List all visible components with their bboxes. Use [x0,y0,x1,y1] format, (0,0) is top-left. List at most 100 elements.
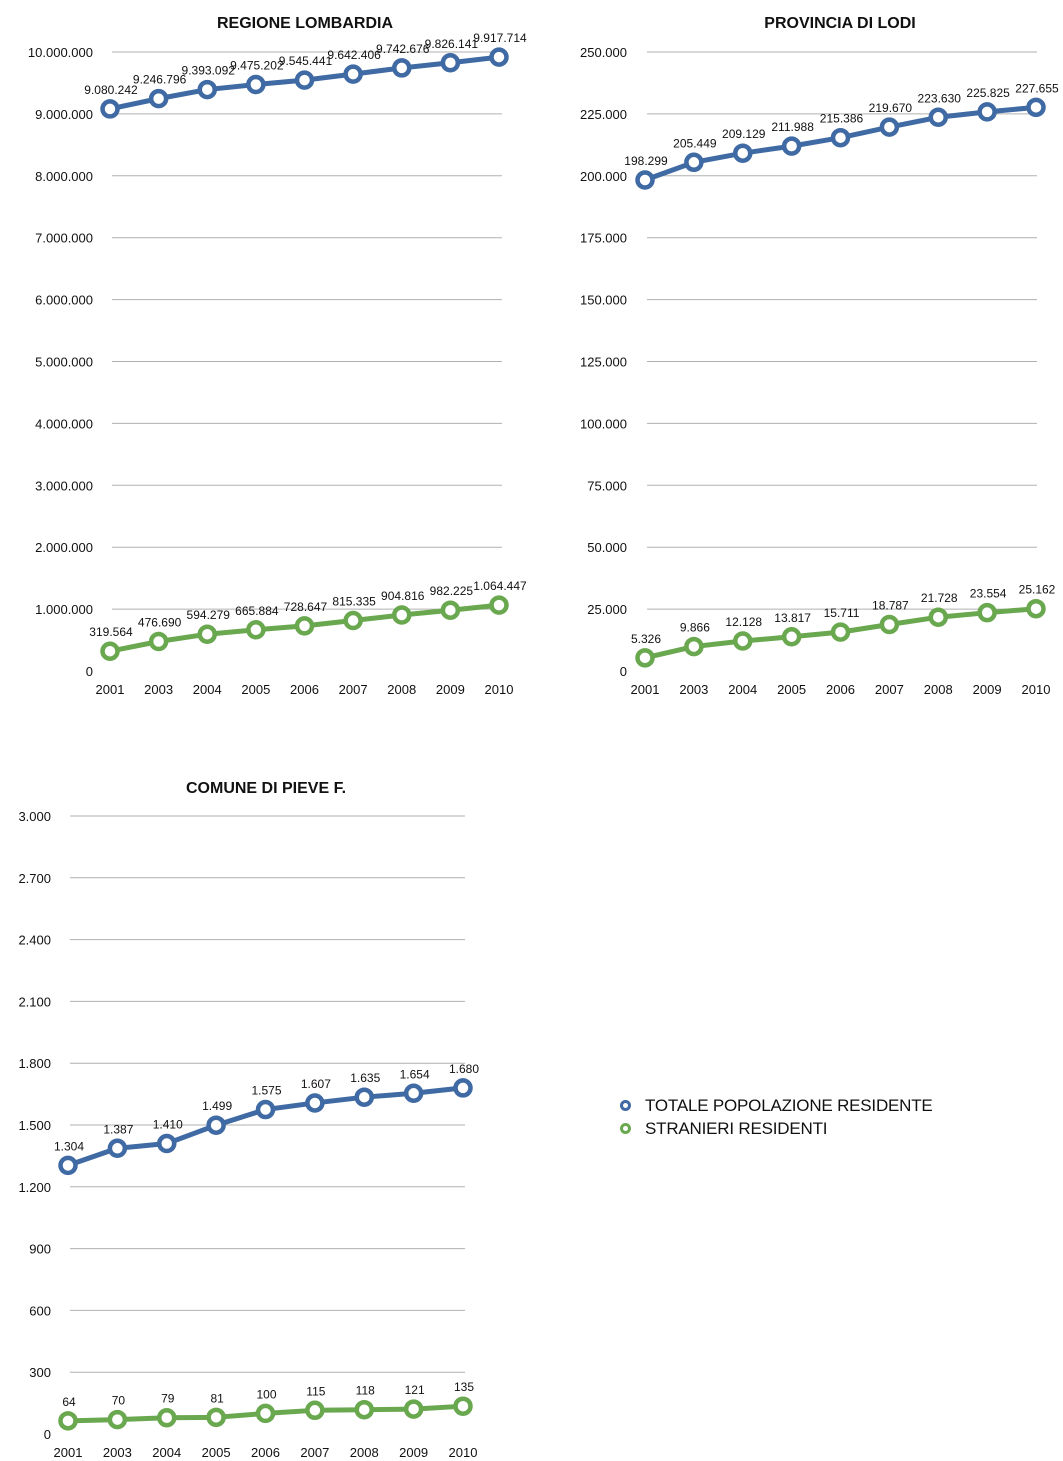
y-tick-label: 100.000 [580,416,627,431]
data-point [635,648,655,668]
data-label: 665.884 [235,604,279,618]
y-tick-label: 2.700 [18,871,51,886]
data-label: 225.825 [966,86,1010,100]
data-label: 1.575 [251,1084,281,1098]
x-tick-label: 2004 [152,1445,181,1460]
x-tick-label: 2001 [96,682,125,697]
x-tick-label: 2010 [1022,682,1051,697]
data-point [58,1411,78,1431]
data-label: 815.335 [332,595,376,609]
data-point [100,641,120,661]
data-point [879,614,900,635]
y-tick-label: 75.000 [587,478,627,493]
data-point [977,602,997,623]
y-tick-label: 150.000 [580,293,627,308]
data-label: 728.647 [284,600,328,614]
data-label: 5.326 [631,632,661,646]
y-tick-label: 9.000.000 [35,107,93,122]
y-tick-label: 5.000.000 [35,355,93,370]
x-tick-label: 2009 [399,1445,428,1460]
y-tick-label: 250.000 [580,45,627,60]
data-label: 319.564 [89,625,133,639]
y-tick-label: 3.000 [18,809,51,824]
data-label: 223.630 [918,91,962,105]
data-point [684,152,704,173]
data-label: 64 [62,1395,76,1409]
data-point [343,610,363,631]
x-tick-label: 2005 [202,1445,231,1460]
data-label: 9.393.092 [182,64,236,78]
x-tick-label: 2004 [193,682,222,697]
data-label: 9.080.242 [84,83,138,97]
data-label: 904.816 [381,589,425,603]
x-tick-label: 2007 [339,682,368,697]
x-tick-label: 2010 [485,682,514,697]
data-point [830,622,851,642]
data-point [1026,97,1046,118]
data-label: 1.410 [153,1118,183,1132]
data-point [830,127,851,148]
data-point [305,1400,325,1421]
data-point [197,624,217,644]
y-tick-label: 2.400 [18,933,51,948]
data-label: 115 [306,1384,325,1398]
data-point [879,117,900,137]
data-point [107,1409,128,1430]
y-tick-label: 2.000.000 [35,540,93,555]
x-tick-label: 2006 [251,1445,280,1460]
y-tick-label: 0 [86,664,93,679]
data-point [635,170,655,190]
data-label: 1.499 [202,1099,232,1113]
y-tick-label: 8.000.000 [35,169,93,184]
data-label: 121 [405,1383,425,1397]
data-label: 1.064.447 [473,579,527,593]
x-tick-label: 2006 [826,682,855,697]
data-point [294,616,315,636]
chart-3: COMUNE DI PIEVE F.03006009001.2001.5001.… [18,780,479,1460]
data-label: 594.279 [187,608,231,622]
data-point [305,1093,325,1113]
data-point [403,1083,424,1104]
x-tick-label: 2004 [728,682,757,697]
data-point [354,1087,374,1107]
y-tick-label: 7.000.000 [35,231,93,246]
data-label: 9.642.406 [327,48,381,62]
data-point [928,107,948,128]
data-label: 476.690 [138,615,182,629]
y-tick-label: 50.000 [587,540,627,555]
x-tick-label: 2001 [54,1445,83,1460]
data-point [928,607,948,627]
legend-marker-stranieri-icon [620,1123,631,1134]
data-label: 21.728 [921,591,958,605]
data-label: 215.386 [820,112,864,126]
data-point [733,631,753,651]
data-point [255,1403,276,1424]
legend-item-totale: TOTALE POPOLAZIONE RESIDENTE [620,1094,933,1117]
data-label: 205.449 [673,136,717,150]
x-tick-label: 2006 [290,682,319,697]
data-label: 9.545.441 [279,54,333,68]
data-point [107,1138,128,1159]
data-point [255,1099,276,1120]
y-tick-label: 0 [44,1427,51,1442]
x-tick-label: 2008 [350,1445,379,1460]
data-point [246,620,266,640]
y-tick-label: 1.000.000 [35,602,93,617]
data-point [453,1078,473,1098]
chart-1: REGIONE LOMBARDIA 0 1.000.000 2.000.000 3.00… [28,15,527,697]
y-tick-label: 125.000 [580,355,627,370]
data-label: 18.787 [872,598,909,612]
data-label: 79 [161,1392,175,1406]
y-tick-label: 900 [29,1242,51,1257]
chart-title: PROVINCIA DI LODI [764,15,915,32]
data-label: 1.304 [54,1139,84,1153]
data-point [206,1407,226,1428]
legend-marker-totale-icon [620,1100,631,1111]
legend-label-totale: TOTALE POPOLAZIONE RESIDENTE [645,1095,933,1115]
x-tick-label: 2003 [103,1445,132,1460]
data-label: 100 [256,1387,276,1401]
data-label: 9.917.714 [473,31,527,45]
data-label: 1.654 [400,1067,430,1081]
data-point [403,1399,424,1419]
